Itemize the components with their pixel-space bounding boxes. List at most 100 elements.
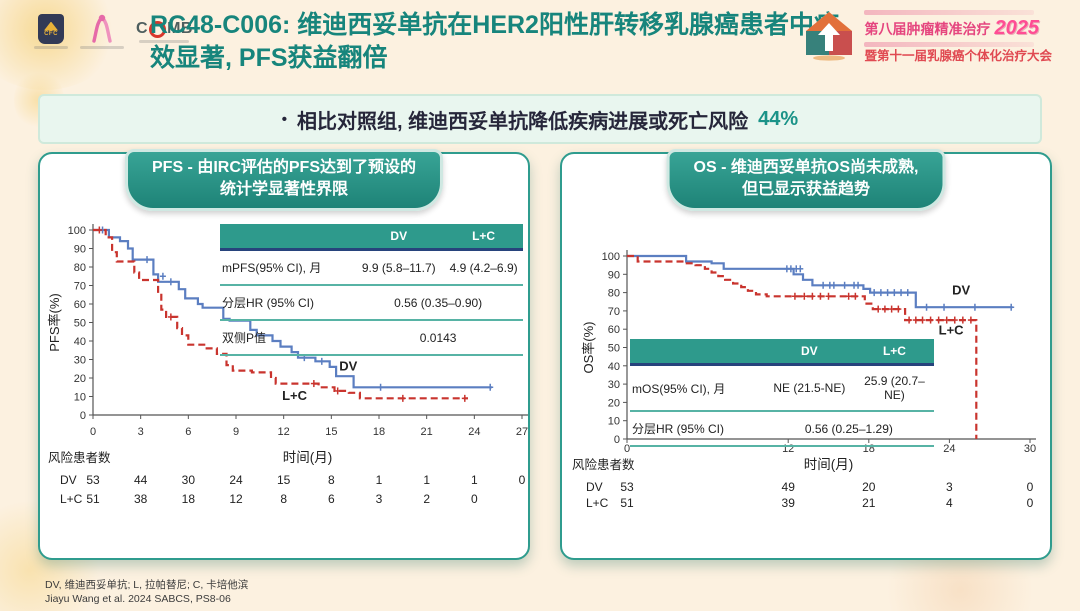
x-axis-label: 时间(月) bbox=[283, 450, 333, 465]
stats-header-cell-2: L+C bbox=[882, 344, 906, 358]
x-tick-label: 9 bbox=[233, 426, 239, 438]
risk-value: 20 bbox=[862, 480, 876, 494]
risk-value: 4 bbox=[946, 496, 953, 510]
stats-header-row: DV L+C bbox=[630, 339, 934, 366]
stats-row-value: 0.56 (0.25–1.29) bbox=[804, 421, 893, 436]
risk-value: 1 bbox=[376, 473, 383, 487]
risk-value: 24 bbox=[229, 473, 243, 487]
x-tick-label: 21 bbox=[421, 426, 433, 438]
stats-row-value: 0.0143 bbox=[419, 330, 457, 345]
stats-row-1: 分层HR (95% CI) 0.56 (0.25–1.29) bbox=[630, 412, 934, 447]
stats-row-label: mPFS(95% CI), 月 bbox=[222, 261, 322, 275]
stats-dv-value: 9.9 (5.8–11.7) bbox=[361, 260, 436, 275]
conference-title-line-1: 第八届肿瘤精准治疗 2025 bbox=[864, 17, 1052, 40]
pfs-panel-title: PFS - 由IRC评估的PFS达到了预设的 统计学显著性界限 bbox=[124, 149, 444, 212]
y-axis-label: OS率(%) bbox=[581, 321, 596, 373]
crest-text: CFC bbox=[44, 30, 58, 37]
risk-value: 1 bbox=[471, 473, 478, 487]
bullet-icon: • bbox=[281, 110, 288, 128]
risk-row-name: L+C bbox=[586, 496, 609, 510]
y-tick-label: 60 bbox=[608, 324, 620, 336]
stats-dv-value: NE (21.5-NE) bbox=[773, 381, 846, 395]
risk-value: 38 bbox=[134, 492, 148, 506]
x-tick-label: 30 bbox=[1024, 443, 1036, 455]
risk-value: 1 bbox=[423, 473, 430, 487]
stats-header-row: DV L+C bbox=[220, 224, 523, 251]
ribbon-caption-line bbox=[80, 46, 124, 49]
risk-value: 3 bbox=[376, 492, 383, 506]
y-tick-label: 100 bbox=[602, 251, 620, 263]
y-tick-label: 30 bbox=[608, 379, 620, 391]
y-tick-label: 0 bbox=[614, 434, 620, 446]
series-line-L+C bbox=[627, 254, 978, 439]
risk-value: 51 bbox=[86, 492, 100, 506]
comb-letter-c: C bbox=[136, 20, 149, 37]
risk-value: 8 bbox=[328, 473, 335, 487]
series-label-DV: DV bbox=[339, 359, 357, 374]
crest-emblem-icon bbox=[44, 21, 58, 31]
conference-english-line-2 bbox=[864, 42, 1035, 47]
pink-ribbon-logo bbox=[80, 14, 124, 49]
risk-value: 2 bbox=[423, 492, 430, 506]
y-tick-label: 10 bbox=[74, 392, 86, 404]
risk-value: 15 bbox=[277, 473, 291, 487]
stats-header-cell-2: L+C bbox=[472, 229, 496, 243]
crest-icon: CFC bbox=[38, 14, 64, 44]
stats-lc-value: 4.9 (4.2–6.9) bbox=[449, 260, 518, 275]
crest-caption-line bbox=[34, 46, 68, 49]
os-title-line-2: 但已显示获益趋势 bbox=[741, 180, 870, 198]
pfs-title-line-1: PFS - 由IRC评估的PFS达到了预设的 bbox=[151, 159, 417, 176]
x-tick-label: 12 bbox=[278, 426, 290, 438]
series-label-L+C: L+C bbox=[282, 388, 308, 403]
conference-house-icon bbox=[806, 11, 853, 61]
x-tick-label: 0 bbox=[624, 443, 630, 455]
header-logos-left: CFC C MB bbox=[34, 14, 193, 49]
series-line-DV bbox=[93, 228, 492, 389]
y-tick-label: 80 bbox=[608, 288, 620, 300]
stats-lc-value: 25.9 (20.7–NE) bbox=[864, 374, 925, 402]
y-tick-label: 80 bbox=[74, 262, 86, 274]
conference-year: 2025 bbox=[994, 17, 1039, 39]
y-tick-label: 40 bbox=[74, 336, 86, 348]
y-tick-label: 100 bbox=[68, 225, 86, 237]
y-tick-label: 30 bbox=[74, 355, 86, 367]
x-tick-label: 3 bbox=[138, 426, 144, 438]
y-tick-label: 90 bbox=[608, 269, 620, 281]
stats-row-label: 分层HR (95% CI) bbox=[632, 422, 725, 436]
comb-logo: C MB bbox=[136, 14, 193, 43]
y-tick-label: 60 bbox=[74, 299, 86, 311]
risk-value: 53 bbox=[86, 473, 100, 487]
y-tick-label: 70 bbox=[74, 281, 86, 293]
stats-row-label: 双侧P值 bbox=[222, 331, 267, 345]
risk-value: 39 bbox=[782, 496, 796, 510]
y-axis-label: PFS率(%) bbox=[47, 293, 62, 352]
pink-ribbon-icon bbox=[92, 14, 112, 43]
os-panel-title: OS - 维迪西妥单抗OS尚未成熟, 但已显示获益趋势 bbox=[666, 149, 946, 212]
risk-value: 6 bbox=[328, 492, 335, 506]
risk-row-name: DV bbox=[586, 480, 603, 494]
risk-row-name: L+C bbox=[60, 492, 83, 506]
series-label-L+C: L+C bbox=[939, 323, 965, 338]
risk-value: 53 bbox=[620, 480, 634, 494]
risk-table-title: 风险患者数 bbox=[572, 457, 635, 472]
risk-value: 0 bbox=[471, 492, 478, 506]
risk-value: 3 bbox=[946, 480, 953, 494]
conference-cn1-text: 第八届肿瘤精准治疗 bbox=[864, 21, 991, 37]
stats-row-1: 分层HR (95% CI) 0.56 (0.35–0.90) bbox=[220, 286, 523, 321]
risk-value: 18 bbox=[182, 492, 196, 506]
footnote: DV, 维迪西妥单抗; L, 拉帕替尼; C, 卡培他滨 Jiayu Wang … bbox=[45, 578, 248, 606]
y-tick-label: 40 bbox=[608, 361, 620, 373]
y-tick-label: 0 bbox=[80, 410, 86, 422]
banner-highlight: 44% bbox=[758, 107, 799, 130]
x-tick-label: 0 bbox=[90, 426, 96, 438]
x-tick-label: 18 bbox=[373, 426, 385, 438]
comb-letters-mb: MB bbox=[167, 20, 193, 37]
conference-english-line-1 bbox=[864, 10, 1035, 15]
x-tick-label: 27 bbox=[516, 426, 528, 438]
decor-watermark-skyline bbox=[860, 560, 1060, 611]
risk-value: 0 bbox=[519, 473, 526, 487]
pfs-stats-table: DV L+C mPFS(95% CI), 月 9.9 (5.8–11.7) 4.9 (4… bbox=[220, 224, 523, 356]
stats-row-0: mPFS(95% CI), 月 9.9 (5.8–11.7) 4.9 (4.2–6.… bbox=[220, 251, 523, 286]
y-tick-label: 20 bbox=[74, 373, 86, 385]
